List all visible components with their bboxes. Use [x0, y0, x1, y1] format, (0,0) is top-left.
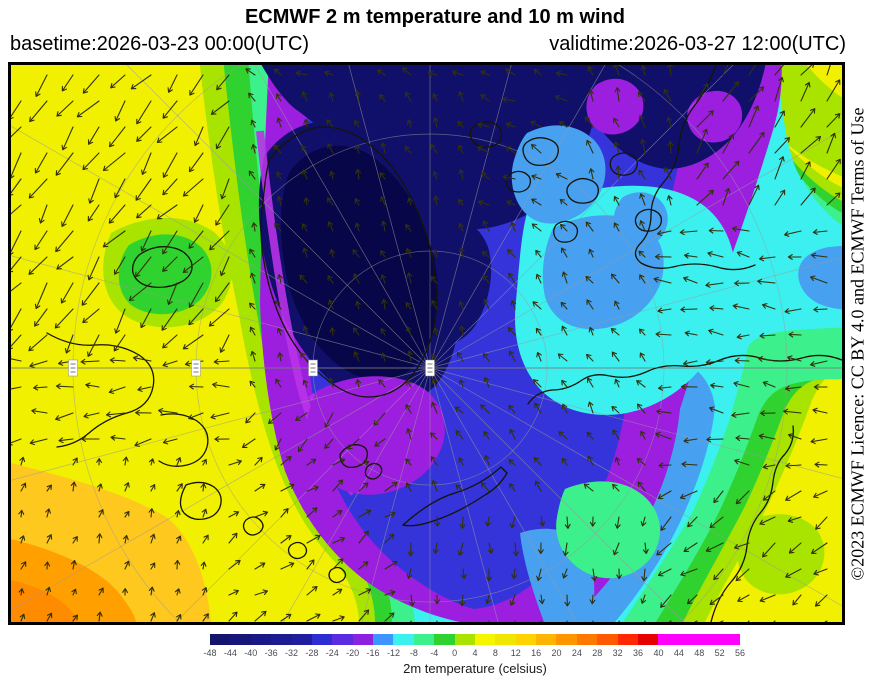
colorbar-segment: [719, 634, 740, 645]
colorbar-tick-label: 52: [714, 648, 725, 658]
coast-archipelago: [522, 137, 663, 243]
basetime-label: basetime:2026-03-23 00:00(UTC): [10, 33, 310, 55]
region-europe-deeporange: [11, 580, 79, 622]
coast-siberia-main: [527, 354, 842, 405]
colorbar-tick-label: 32: [612, 648, 623, 658]
colorbar-tick-label: -4: [430, 648, 439, 658]
colorbar-segment: [210, 634, 231, 645]
colorbar-segment: [699, 634, 720, 645]
coast-kamchatka: [710, 425, 794, 622]
colorbar-segment: [597, 634, 618, 645]
coast-ellesmere: [469, 121, 532, 193]
patch-skyblue-right-edge: [798, 245, 842, 310]
colorbar-segment: [617, 634, 638, 645]
colorbar-tick-label: -36: [264, 648, 278, 658]
page-title: ECMWF 2 m temperature and 10 m wind: [244, 6, 626, 28]
colorbar-tick-label: 28: [592, 648, 603, 658]
patch-chartreuse-bottom-right: [737, 514, 825, 595]
coast-baltic-1: [158, 413, 209, 467]
wind-arrows: [11, 65, 841, 622]
copyright-text: ©2023 ECMWF Licence: CC BY 4.0 and ECMWF…: [847, 107, 867, 580]
colorbar-segment: [291, 634, 312, 645]
colorbar-segment: [637, 634, 659, 645]
colorbar-tick-label: 20: [551, 648, 562, 658]
patch-purple-over-navy-2: [687, 90, 743, 143]
colorbar-tick-label: 40: [653, 648, 664, 658]
colorbar-tick-label: -40: [244, 648, 258, 658]
colorbar-tick-label: 48: [694, 648, 705, 658]
copyright-sidebar: ©2023 ECMWF Licence: CC BY 4.0 and ECMWF…: [845, 62, 870, 625]
patch-springgreen-bottom: [556, 481, 661, 579]
patch-iceland-green: [118, 234, 212, 315]
colorbar-tick-label: -24: [325, 648, 339, 658]
colorbar-segment: [536, 634, 557, 645]
coast-novaya-zemlya: [401, 466, 508, 527]
colorbar-segment: [352, 634, 373, 645]
colorbar-tick-label: -28: [305, 648, 319, 658]
colorbar-segment: [454, 634, 475, 645]
colorbar-tick-label: -8: [409, 648, 418, 658]
coast-baltic-2: [179, 481, 222, 521]
colorbar-segment: [434, 634, 455, 645]
colorbar-segment: [576, 634, 598, 645]
colorbar-tick-label: 16: [531, 648, 542, 658]
colorbar-tick-label: 0: [452, 648, 458, 658]
colorbar-tick-label: -16: [366, 648, 380, 658]
colorbar-tick-label: -12: [386, 648, 400, 658]
patch-yellow-right-edge: [795, 394, 842, 547]
colorbar-segment: [556, 634, 577, 645]
colorbar-tick-label: -20: [346, 648, 360, 658]
colorbar-segment: [658, 634, 679, 645]
colorbar-tick-label: 24: [571, 648, 582, 658]
colorbar-tick-label: 8: [492, 648, 498, 658]
colorbar-segment: [393, 634, 414, 645]
coastlines: [46, 65, 842, 622]
coast-iceland: [131, 246, 193, 289]
temperature-colorbar: [210, 634, 740, 645]
colorbar-segment: [230, 634, 251, 645]
colorbar-segment: [271, 634, 292, 645]
colorbar-segment: [373, 634, 394, 645]
subtitle-row: basetime:2026-03-23 00:00(UTC) validtime…: [10, 33, 846, 56]
colorbar-tick-label: 12: [510, 648, 521, 658]
colorbar-tick-label: 44: [673, 648, 684, 658]
colorbar-segment: [515, 634, 536, 645]
colorbar-tick-label: -44: [223, 648, 237, 658]
colorbar-tick-label: 4: [472, 648, 478, 658]
colorbar-segment: [250, 634, 272, 645]
coast-greenland: [260, 126, 438, 398]
colorbar-segment: [495, 634, 516, 645]
graticule-label-boxes: [68, 359, 435, 377]
patch-purple-below-pole: [306, 376, 445, 495]
map-frame: [8, 62, 845, 625]
colorbar-segment: [413, 634, 435, 645]
patch-purple-over-navy-1: [586, 78, 644, 135]
colorbar-tick-label: -48: [203, 648, 217, 658]
colorbar-caption: 2m temperature (celsius): [403, 661, 547, 676]
coast-europe-dots: [242, 516, 347, 584]
colorbar-tick-label: 36: [633, 648, 644, 658]
colorbar-tick-labels: -48 -44 -40 -36 -32 -28 -24 -20 -16 -12 -8 -4 0 4 8 12 1…: [203, 648, 745, 658]
validtime-label: validtime:2026-03-27 12:00(UTC): [549, 33, 846, 55]
colorbar-segment: [678, 634, 699, 645]
colorbar-segment: [332, 634, 353, 645]
coast-scandinavia: [46, 332, 155, 448]
colorbar-segment: [311, 634, 333, 645]
colorbar-tick-label: 56: [734, 648, 746, 658]
region-greenland-deepnavy: [281, 145, 438, 381]
colorbar-tick-label: -32: [285, 648, 299, 658]
temperature-wind-map: [11, 65, 842, 622]
colorbar-segment: [474, 634, 496, 645]
